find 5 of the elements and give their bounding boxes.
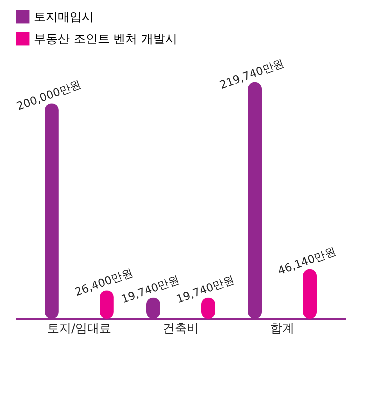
- legend-label: 토지매입시: [34, 10, 94, 24]
- legend-label: 부동산 조인트 벤처 개발시: [34, 32, 178, 46]
- x-tick-label: 합계: [270, 322, 295, 336]
- x-tick-label: 토지/임대료: [47, 322, 112, 336]
- x-tick-label: 건축비: [163, 322, 199, 336]
